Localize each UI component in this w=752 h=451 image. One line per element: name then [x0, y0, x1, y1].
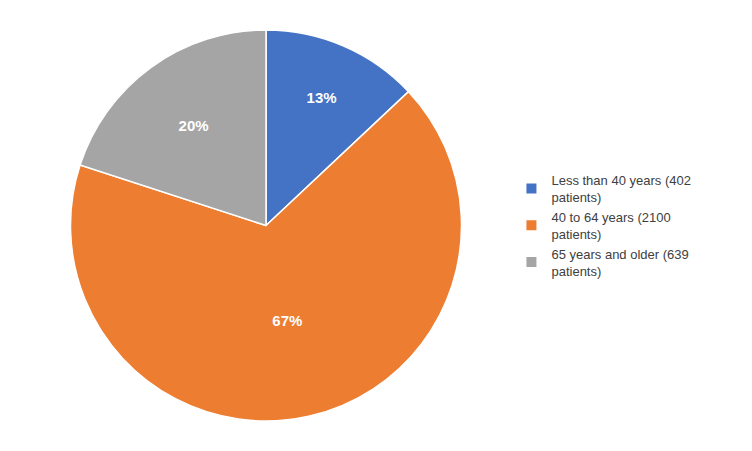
- svg-text:Less than 40 years (402patient: Less than 40 years (402patients): [551, 173, 690, 205]
- svg-text:20%: 20%: [179, 117, 209, 134]
- svg-text:13%: 13%: [307, 89, 337, 106]
- svg-text:40 to 64 years (2100patients): 40 to 64 years (2100patients): [551, 210, 670, 242]
- svg-text:67%: 67%: [272, 312, 302, 329]
- svg-text:65 years and older (639patient: 65 years and older (639patients): [551, 247, 688, 279]
